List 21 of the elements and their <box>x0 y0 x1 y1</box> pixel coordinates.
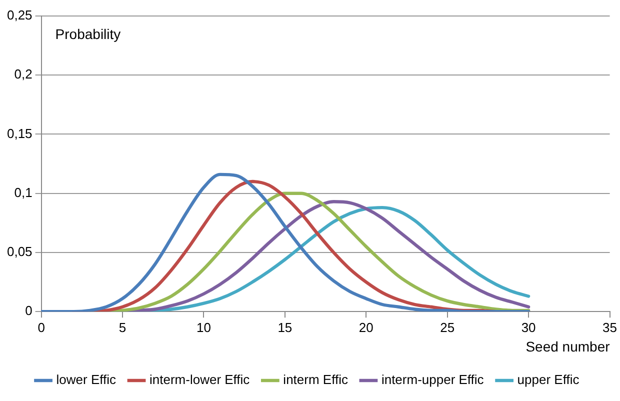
x-tick-label: 35 <box>602 320 618 335</box>
y-tick-label: 0,1 <box>14 184 32 200</box>
y-tick-label: 0,15 <box>6 126 32 141</box>
x-tick-label: 30 <box>521 320 536 335</box>
y-tick-label: 0 <box>25 303 32 318</box>
legend-label: upper Effic <box>517 372 580 388</box>
legend-label: lower Effic <box>56 372 117 388</box>
legend-label: interm-upper Effic <box>381 372 484 388</box>
y-axis-title: Probability <box>55 26 121 42</box>
x-tick-label: 20 <box>358 320 374 335</box>
x-tick-label: 25 <box>440 320 455 335</box>
legend-label: interm-lower Effic <box>150 372 250 388</box>
x-axis-title: Seed number <box>526 338 610 354</box>
legend-label: interm Effic <box>283 372 348 388</box>
x-tick-label: 0 <box>38 320 45 335</box>
y-tick-label: 0,05 <box>6 244 32 260</box>
x-tick-label: 10 <box>196 320 211 335</box>
x-tick-label: 5 <box>118 320 126 335</box>
y-tick-label: 0,25 <box>6 8 32 23</box>
y-tick-label: 0,2 <box>14 66 32 82</box>
x-tick-label: 15 <box>278 320 292 335</box>
